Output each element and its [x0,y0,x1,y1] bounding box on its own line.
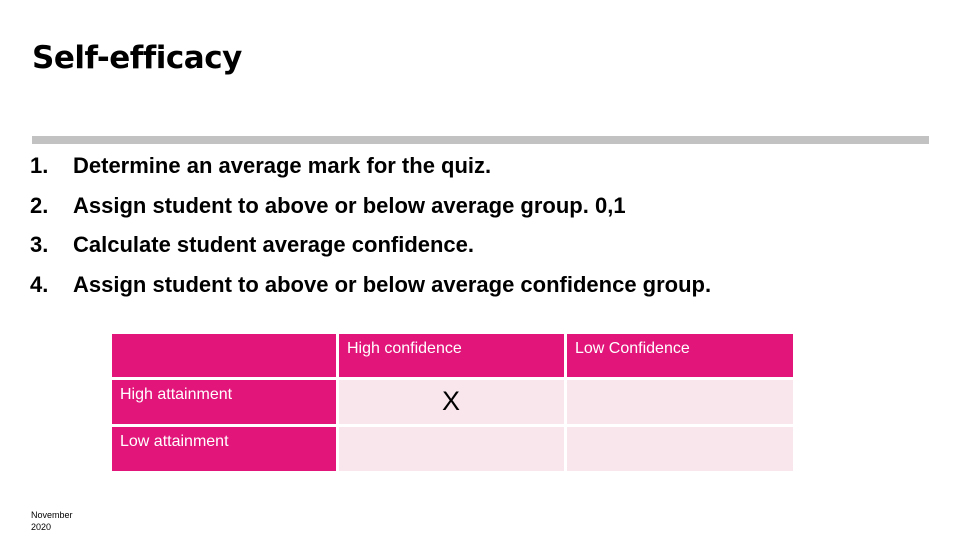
table-corner-cell [112,334,336,377]
step-text: Assign student to above or below average… [73,271,712,297]
footer-date: November 2020 [31,510,73,532]
row-header-low-attainment: Low attainment [112,427,336,471]
cross-mark: X [442,386,461,416]
list-item: 1. Determine an average mark for the qui… [30,152,711,192]
table-cell-low-attainment-low-confidence [567,427,793,471]
table-cell-high-attainment-high-confidence [339,380,564,424]
list-item: 2. Assign student to above or below aver… [30,192,711,232]
step-number: 4. [30,271,49,297]
list-item: 3. Calculate student average confidence. [30,231,711,271]
step-text: Assign student to above or below average… [73,192,626,218]
slide-title: Self-efficacy [32,40,242,76]
step-text: Calculate student average confidence. [73,232,475,257]
table-cell-high-attainment-low-confidence [567,380,793,424]
table-cell-low-attainment-high-confidence [339,427,564,471]
step-number: 1. [30,153,49,178]
step-list: 1. Determine an average mark for the qui… [30,152,711,310]
list-item: 4. Assign student to above or below aver… [30,271,711,311]
row-header-high-attainment: High attainment [112,380,336,424]
step-text: Determine an average mark for the quiz. [73,153,492,178]
attainment-confidence-table: High confidence Low Confidence High atta… [112,334,793,471]
step-number: 3. [30,232,49,257]
step-number: 2. [30,192,49,218]
col-header-high-confidence: High confidence [339,334,564,377]
title-divider [32,136,929,144]
col-header-low-confidence: Low Confidence [567,334,793,377]
